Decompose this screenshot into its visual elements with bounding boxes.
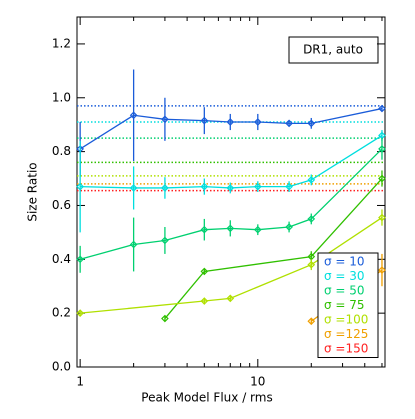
legend-label: σ =100: [324, 313, 368, 327]
data-point: [307, 260, 316, 269]
legend-label: σ =125: [324, 327, 368, 341]
y-tick-label: 0.8: [52, 144, 71, 158]
data-point: [285, 119, 293, 128]
data-point: [253, 118, 262, 126]
annotation: DR1, auto: [303, 43, 363, 57]
y-tick-label: 1.0: [52, 90, 71, 104]
series-line: [79, 148, 383, 260]
data-point: [307, 176, 316, 184]
y-tick-label: 0.6: [52, 198, 71, 212]
data-point: [378, 174, 386, 183]
y-tick-label: 0.4: [52, 252, 71, 266]
y-tick-label: 0.2: [52, 306, 71, 320]
data-point: [226, 184, 235, 192]
legend-label: σ = 75: [324, 298, 365, 312]
data-point: [200, 267, 209, 276]
data-point: [378, 104, 386, 113]
data-point: [307, 215, 316, 223]
data-point: [378, 145, 386, 153]
series-line: [164, 178, 383, 319]
data-point: [307, 252, 316, 261]
data-point: [200, 182, 209, 191]
data-point: [161, 236, 169, 245]
data-point: [200, 225, 209, 234]
data-point: [76, 145, 84, 153]
data-point: [226, 224, 235, 233]
data-point: [378, 131, 386, 140]
data-point: [307, 119, 316, 128]
data-point: [129, 240, 138, 249]
data-point: [200, 297, 209, 305]
data-point: [285, 182, 293, 191]
data-point: [226, 118, 235, 126]
data-point: [76, 255, 84, 264]
legend-label: σ = 30: [324, 269, 365, 283]
data-point: [200, 116, 209, 125]
data-point: [161, 184, 169, 192]
legend-label: σ =150: [324, 342, 368, 356]
data-point: [253, 225, 262, 234]
data-point: [285, 223, 293, 231]
y-tick-label: 1.2: [52, 36, 71, 50]
data-point: [161, 115, 169, 124]
data-point: [226, 294, 235, 303]
legend-label: σ = 10: [324, 255, 365, 269]
data-point: [76, 309, 84, 318]
data-point: [129, 111, 138, 120]
annotation-box: [288, 36, 379, 64]
legend-label: σ = 50: [324, 284, 365, 298]
data-point: [378, 213, 386, 222]
x-axis-label: Peak Model Flux / rms: [141, 391, 272, 405]
y-tick-label: 0.0: [52, 360, 71, 374]
plot-frame: [76, 16, 386, 368]
series-line: [79, 107, 383, 150]
x-tick-label: 10: [250, 375, 265, 389]
data-point: [378, 266, 386, 274]
data-point: [253, 182, 262, 191]
data-point: [161, 314, 169, 323]
legend-box: [317, 252, 379, 358]
y-axis-label: Size Ratio: [26, 162, 40, 221]
data-point: [76, 182, 84, 191]
data-point: [129, 184, 138, 192]
x-tick-label: 1: [76, 375, 84, 389]
data-point: [307, 317, 316, 326]
